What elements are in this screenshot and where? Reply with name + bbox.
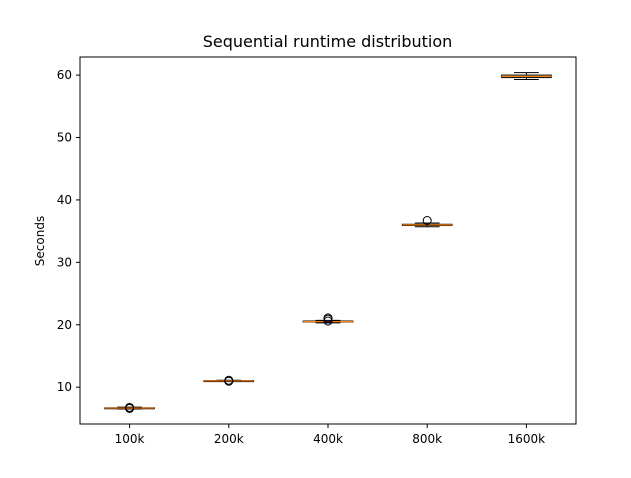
y-tick-label: 10 xyxy=(57,380,72,394)
chart-title: Sequential runtime distribution xyxy=(203,32,453,51)
outlier-point xyxy=(125,402,135,412)
y-tick-label: 30 xyxy=(57,255,72,269)
y-tick-label: 40 xyxy=(57,193,72,207)
x-tick-label: 400k xyxy=(313,432,343,446)
x-tick-label: 100k xyxy=(115,432,145,446)
y-tick-label: 20 xyxy=(57,318,72,332)
outlier-point xyxy=(422,216,432,226)
box-group-100k xyxy=(104,402,155,413)
box-group-400k xyxy=(302,313,354,326)
x-tick-label: 1600k xyxy=(508,432,546,446)
box-group-1600k xyxy=(501,72,552,80)
plot-frame xyxy=(79,56,577,425)
x-tick-label: 200k xyxy=(214,432,244,446)
outlier-point xyxy=(323,313,333,323)
outlier-point xyxy=(224,375,234,385)
box-group-200k xyxy=(203,375,255,386)
x-tick-label: 800k xyxy=(412,432,442,446)
y-tick-label: 60 xyxy=(57,68,72,82)
plot-area: 10 20 30 40 50 60 100k 200k 400k 800k 1600k xyxy=(57,56,577,446)
box-group-800k xyxy=(401,216,453,228)
y-tick-label: 50 xyxy=(57,131,72,145)
y-axis-label: Seconds xyxy=(33,216,47,266)
